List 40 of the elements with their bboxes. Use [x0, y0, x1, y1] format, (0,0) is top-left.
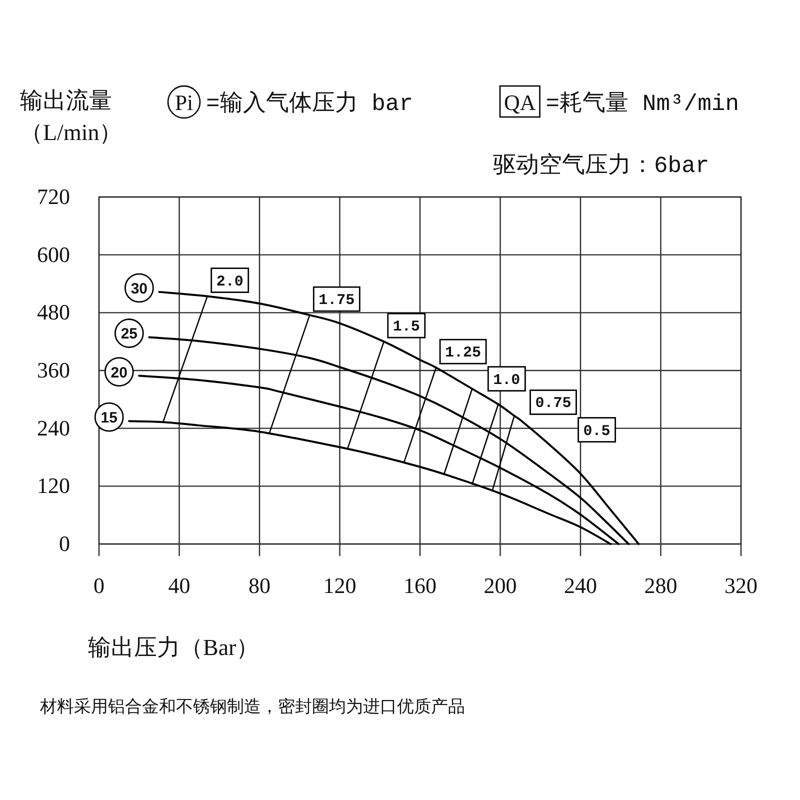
series-label: 25	[120, 326, 138, 343]
annotation: 材料采用铝合金和不锈钢制造，密封圈均为进口优质产品	[40, 699, 465, 718]
series-label: 0.5	[578, 417, 616, 442]
y-tick-label: 720	[37, 184, 70, 209]
x-tick-label: 240	[564, 573, 597, 598]
series-label: 15	[100, 410, 118, 427]
x-tick-label: 80	[248, 573, 270, 598]
y-tick-label: 360	[37, 358, 70, 382]
legend-label: 20	[110, 364, 128, 382]
y-tick-label: 480	[37, 300, 70, 325]
series-label: 1.75	[318, 292, 355, 310]
series-label: 1.75	[312, 286, 360, 312]
x-tick-label: 40	[168, 573, 190, 598]
series-label: 0.75	[530, 390, 577, 415]
y-tick-label: 240	[37, 415, 70, 440]
series-label: 30	[130, 280, 148, 298]
ylabel: 输出流量（L/min）	[20, 88, 122, 145]
annotation: 驱动空气压力：6bar	[493, 153, 710, 179]
series-label: 2.0	[216, 273, 244, 290]
x-tick-label: 0	[94, 573, 104, 598]
x-tick-label: 200	[484, 573, 517, 598]
x-tick-label: 120	[323, 573, 356, 598]
xlabel: 输出压力（Bar）	[88, 635, 260, 660]
series-label: 1.25	[439, 338, 487, 364]
series-label: 1.0	[493, 372, 520, 389]
x-tick-label: 280	[644, 573, 678, 598]
series-label: 15	[94, 402, 124, 432]
x-tick-label: 320	[724, 573, 758, 598]
series-label: 1.5	[392, 318, 420, 336]
series-label: 1.25	[445, 344, 482, 362]
y-tick-label: 0	[59, 531, 70, 556]
y-tick-label: 600	[37, 242, 70, 267]
y-tick-label: 120	[37, 473, 70, 498]
series-label: 2.0	[210, 268, 250, 293]
series-label: 1.5	[387, 312, 426, 338]
annotation: Pi =输入气体压力 bar	[167, 85, 414, 119]
annotation: QA =耗气量 Nm³/min	[499, 85, 740, 118]
series-label: 20	[104, 357, 134, 386]
series-label: 30	[124, 273, 154, 303]
x-tick-label: 160	[404, 573, 436, 598]
